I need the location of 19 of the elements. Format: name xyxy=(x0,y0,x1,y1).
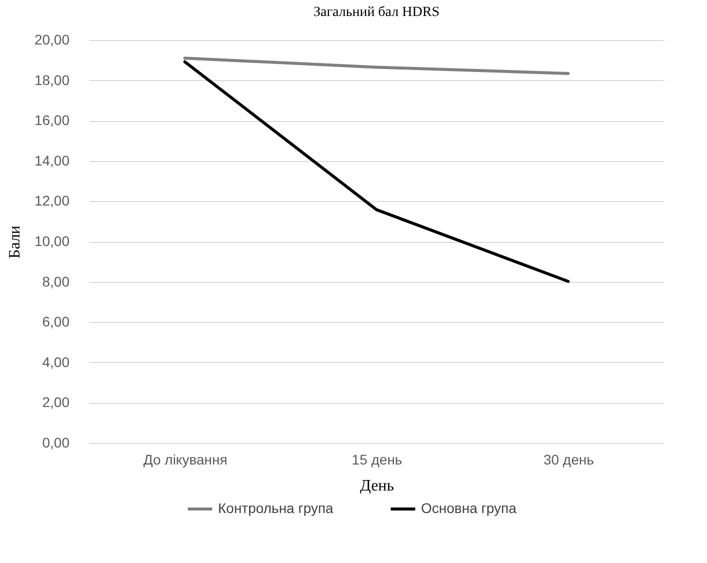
x-tick-label: 15 день xyxy=(352,452,402,468)
y-tick-label: 2,00 xyxy=(42,394,70,410)
x-axis-title: День xyxy=(360,478,394,494)
x-tick-label: До лікування xyxy=(143,452,228,468)
y-tick-label: 4,00 xyxy=(42,354,70,370)
legend-label: Контрольна група xyxy=(218,500,334,516)
y-tick-label: 12,00 xyxy=(34,192,70,209)
y-tick-label: 20,00 xyxy=(34,32,70,48)
y-tick-label: 6,00 xyxy=(42,314,70,330)
chart-title: Загальний бал HDRS xyxy=(314,5,440,20)
y-tick-label: 8,00 xyxy=(42,273,70,290)
y-tick-label: 0,00 xyxy=(42,434,70,450)
y-tick-label: 14,00 xyxy=(34,152,70,168)
y-tick-label: 16,00 xyxy=(34,112,70,128)
x-tick-label: 30 день xyxy=(543,452,594,468)
y-tick-label: 10,00 xyxy=(34,233,70,249)
legend-label: Основна група xyxy=(421,500,517,516)
y-axis-title: Бали xyxy=(6,225,24,258)
y-tick-label: 18,00 xyxy=(34,72,70,88)
